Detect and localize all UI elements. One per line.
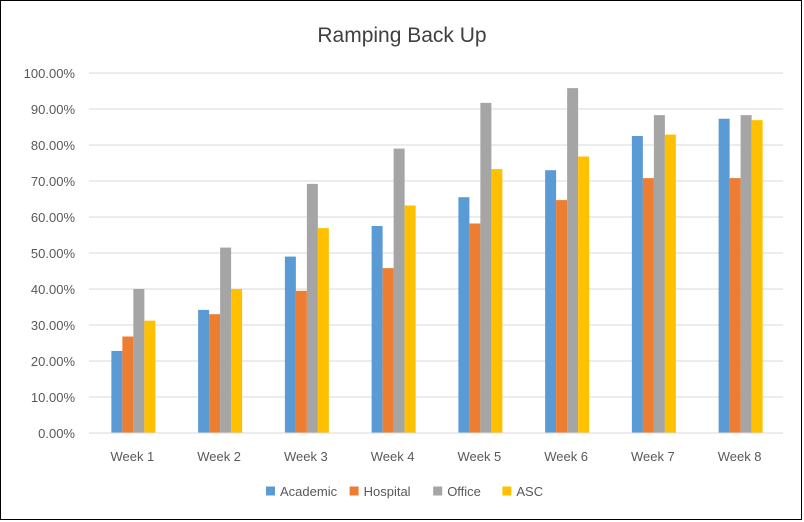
x-tick-label: Week 5 xyxy=(457,449,501,464)
chart-title: Ramping Back Up xyxy=(317,24,486,47)
y-tick-label: 70.00% xyxy=(31,174,76,189)
gridlines xyxy=(89,72,783,398)
bar-asc-week-3 xyxy=(317,228,329,433)
legend-swatch-asc xyxy=(502,486,512,496)
bar-hospital-week-7 xyxy=(642,178,654,433)
y-tick-label: 90.00% xyxy=(31,102,76,117)
legend-label-academic: Academic xyxy=(280,484,338,499)
y-tick-label: 20.00% xyxy=(31,354,76,369)
y-tick-label: 80.00% xyxy=(31,138,76,153)
bar-hospital-week-6 xyxy=(556,200,568,433)
legend-swatch-hospital xyxy=(349,486,359,496)
y-tick-label: 40.00% xyxy=(31,282,76,297)
x-tick-label: Week 4 xyxy=(371,449,415,464)
bar-academic-week-5 xyxy=(458,197,470,433)
bar-hospital-week-3 xyxy=(295,290,307,433)
bar-office-week-5 xyxy=(480,102,492,433)
y-axis-ticks: 0.00% 10.00% 20.00% 30.00% 40.00% 50.00% 60.00… xyxy=(24,66,76,441)
y-tick-label: 60.00% xyxy=(31,210,76,225)
x-tick-label: Week 6 xyxy=(544,449,588,464)
bar-academic-week-2 xyxy=(198,309,210,433)
x-tick-label: Week 1 xyxy=(110,449,154,464)
legend-label-asc: ASC xyxy=(516,484,543,499)
bar-hospital-week-2 xyxy=(209,314,221,433)
y-tick-label: 100.00% xyxy=(24,66,76,81)
bar-academic-week-7 xyxy=(631,136,643,433)
bar-academic-week-4 xyxy=(371,226,383,433)
bar-office-week-6 xyxy=(567,88,579,434)
bar-asc-week-7 xyxy=(664,134,676,433)
legend-label-hospital: Hospital xyxy=(364,484,411,499)
bar-academic-week-1 xyxy=(111,350,123,433)
legend-label-office: Office xyxy=(447,484,481,499)
bar-academic-week-6 xyxy=(545,170,557,433)
bar-asc-week-2 xyxy=(231,289,243,433)
bar-asc-week-8 xyxy=(751,120,763,433)
x-axis-ticks: Week 1 Week 2 Week 3 Week 4 Week 5 Week 6 Week… xyxy=(110,449,761,464)
bar-hospital-week-1 xyxy=(122,336,134,433)
bars xyxy=(111,88,763,434)
x-tick-label: Week 3 xyxy=(284,449,328,464)
legend: Academic Hospital Office ASC xyxy=(266,484,543,499)
x-tick-label: Week 2 xyxy=(197,449,241,464)
y-tick-label: 30.00% xyxy=(31,318,76,333)
legend-swatch-academic xyxy=(266,486,275,496)
y-tick-label: 10.00% xyxy=(31,390,76,405)
bar-office-week-2 xyxy=(220,247,232,433)
bar-academic-week-8 xyxy=(718,118,730,433)
bar-asc-week-1 xyxy=(144,320,156,433)
legend-swatch-office xyxy=(433,486,443,496)
bar-asc-week-6 xyxy=(578,156,590,433)
y-tick-label: 0.00% xyxy=(38,426,75,441)
x-tick-label: Week 7 xyxy=(631,449,675,464)
bar-office-week-1 xyxy=(133,289,145,433)
bar-hospital-week-8 xyxy=(729,178,741,433)
bar-hospital-week-4 xyxy=(382,268,394,433)
y-tick-label: 50.00% xyxy=(31,246,76,261)
bar-office-week-7 xyxy=(653,115,665,434)
bar-asc-week-5 xyxy=(491,169,503,433)
bar-office-week-3 xyxy=(306,183,318,433)
x-tick-label: Week 8 xyxy=(718,449,762,464)
bar-hospital-week-5 xyxy=(469,223,481,433)
bar-office-week-8 xyxy=(740,115,752,434)
bar-academic-week-3 xyxy=(284,256,296,433)
bar-asc-week-4 xyxy=(404,205,416,433)
bar-office-week-4 xyxy=(393,148,405,433)
